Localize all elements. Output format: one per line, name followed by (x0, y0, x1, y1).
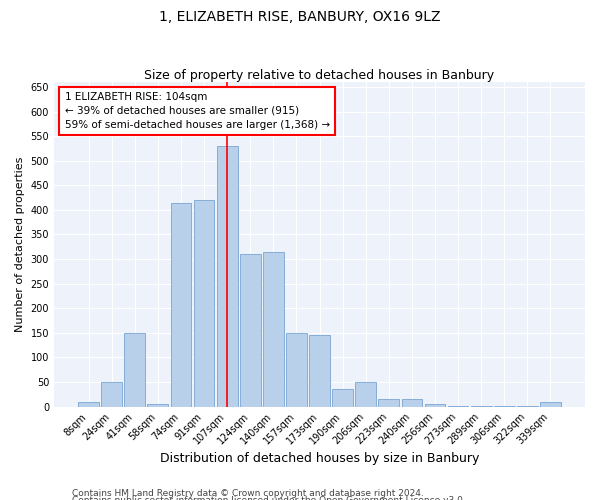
Bar (170, 202, 191, 406)
Text: 1 ELIZABETH RISE: 104sqm
← 39% of detached houses are smaller (915)
59% of semi-: 1 ELIZABETH RISE: 104sqm ← 39% of detach… (65, 92, 330, 130)
Text: 1, ELIZABETH RISE, BANBURY, OX16 9LZ: 1, ELIZABETH RISE, BANBURY, OX16 9LZ (159, 10, 441, 24)
Title: Size of property relative to detached houses in Banbury: Size of property relative to detached ho… (145, 69, 494, 82)
Text: Contains HM Land Registry data © Crown copyright and database right 2024.: Contains HM Land Registry data © Crown c… (72, 488, 424, 498)
Bar (240, 254, 260, 406)
X-axis label: Distribution of detached houses by size in Banbury: Distribution of detached houses by size … (160, 452, 479, 465)
Y-axis label: Number of detached properties: Number of detached properties (15, 156, 25, 332)
Bar (78, 402, 99, 406)
Bar (217, 146, 238, 406)
Bar (425, 404, 445, 406)
Bar (355, 382, 376, 406)
Bar (540, 402, 561, 406)
Bar (379, 400, 399, 406)
Bar (401, 400, 422, 406)
Bar (124, 333, 145, 406)
Bar (101, 382, 122, 406)
Bar (309, 336, 330, 406)
Bar (194, 200, 214, 406)
Bar (148, 404, 168, 406)
Text: Contains public sector information licensed under the Open Government Licence v3: Contains public sector information licen… (72, 496, 466, 500)
Bar (286, 333, 307, 406)
Bar (332, 390, 353, 406)
Bar (263, 252, 284, 406)
